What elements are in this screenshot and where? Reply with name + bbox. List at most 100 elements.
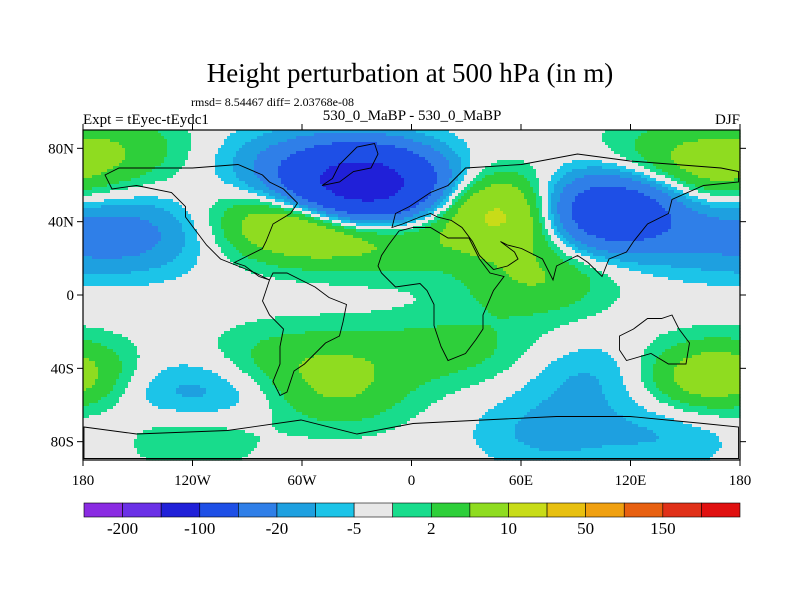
contour-cell (362, 166, 366, 170)
contour-cell (671, 157, 675, 161)
contour-cell (362, 154, 366, 158)
contour-cell (593, 157, 597, 161)
contour-cell (617, 130, 621, 134)
contour-cell (473, 157, 477, 161)
contour-cell (284, 133, 288, 137)
contour-cell (329, 130, 333, 134)
contour-cell (704, 139, 708, 143)
contour-cell (659, 133, 663, 137)
contour-cell (371, 157, 375, 161)
contour-cell (668, 133, 672, 137)
contour-cell (521, 157, 525, 161)
contour-cell (167, 136, 171, 140)
contour-cell (665, 139, 669, 143)
contour-cell (383, 136, 387, 140)
contour-cell (125, 178, 129, 182)
contour-cell (164, 136, 168, 140)
contour-cell (377, 157, 381, 161)
contour-cell (425, 130, 429, 134)
contour-cell (473, 145, 477, 149)
contour-cell (179, 157, 183, 161)
contour-cell (392, 163, 396, 167)
contour-cell (614, 136, 618, 140)
contour-cell (554, 145, 558, 149)
contour-cell (167, 163, 171, 167)
contour-cell (467, 169, 471, 173)
contour-cell (701, 139, 705, 143)
contour-cell (206, 142, 210, 146)
contour-cell (464, 172, 468, 176)
contour-cell (491, 145, 495, 149)
contour-cell (461, 154, 465, 158)
contour-cell (251, 163, 255, 167)
contour-cell (140, 142, 144, 146)
contour-cell (359, 160, 363, 164)
contour-cell (641, 148, 645, 152)
contour-cell (230, 142, 234, 146)
contour-cell (575, 145, 579, 149)
contour-cell (293, 169, 297, 173)
contour-cell (437, 136, 441, 140)
contour-cell (83, 145, 87, 149)
contour-cell (149, 142, 153, 146)
contour-cell (491, 133, 495, 137)
contour-cell (371, 130, 375, 134)
contour-cell (176, 178, 180, 182)
contour-cell (206, 178, 210, 182)
contour-cell (452, 139, 456, 143)
contour-cell (710, 151, 714, 155)
contour-cell (572, 154, 576, 158)
contour-cell (299, 160, 303, 164)
contour-cell (218, 154, 222, 158)
contour-cell (563, 139, 567, 143)
contour-cell (110, 160, 114, 164)
contour-cell (605, 172, 609, 176)
contour-cell (272, 145, 276, 149)
contour-cell (512, 169, 516, 173)
contour-cell (176, 142, 180, 146)
contour-cell (707, 175, 711, 179)
contour-cell (527, 130, 531, 134)
contour-cell (146, 151, 150, 155)
contour-cell (200, 154, 204, 158)
contour-cell (725, 130, 729, 134)
contour-cell (116, 160, 120, 164)
contour-cell (170, 160, 174, 164)
contour-cell (359, 154, 363, 158)
contour-cell (137, 172, 141, 176)
contour-cell (296, 175, 300, 179)
contour-cell (179, 136, 183, 140)
contour-cell (617, 142, 621, 146)
contour-cell (83, 178, 87, 182)
contour-cell (584, 136, 588, 140)
contour-cell (518, 136, 522, 140)
contour-cell (587, 133, 591, 137)
contour-cell (278, 148, 282, 152)
contour-cell (350, 142, 354, 146)
contour-cell (401, 142, 405, 146)
contour-cell (428, 145, 432, 149)
contour-cell (515, 154, 519, 158)
contour-cell (434, 175, 438, 179)
contour-cell (716, 139, 720, 143)
contour-cell (410, 139, 414, 143)
contour-cell (590, 148, 594, 152)
contour-cell (215, 169, 219, 173)
contour-cell (128, 133, 132, 137)
contour-cell (368, 133, 372, 137)
contour-cell (386, 175, 390, 179)
contour-cell (362, 169, 366, 173)
contour-cell (143, 160, 147, 164)
contour-cell (197, 145, 201, 149)
contour-cell (128, 139, 132, 143)
contour-cell (521, 160, 525, 164)
contour-cell (413, 172, 417, 176)
contour-cell (590, 142, 594, 146)
contour-cell (710, 169, 714, 173)
contour-cell (137, 142, 141, 146)
contour-cell (491, 160, 495, 164)
contour-cell (479, 145, 483, 149)
contour-cell (356, 160, 360, 164)
contour-cell (674, 175, 678, 179)
contour-cell (698, 148, 702, 152)
